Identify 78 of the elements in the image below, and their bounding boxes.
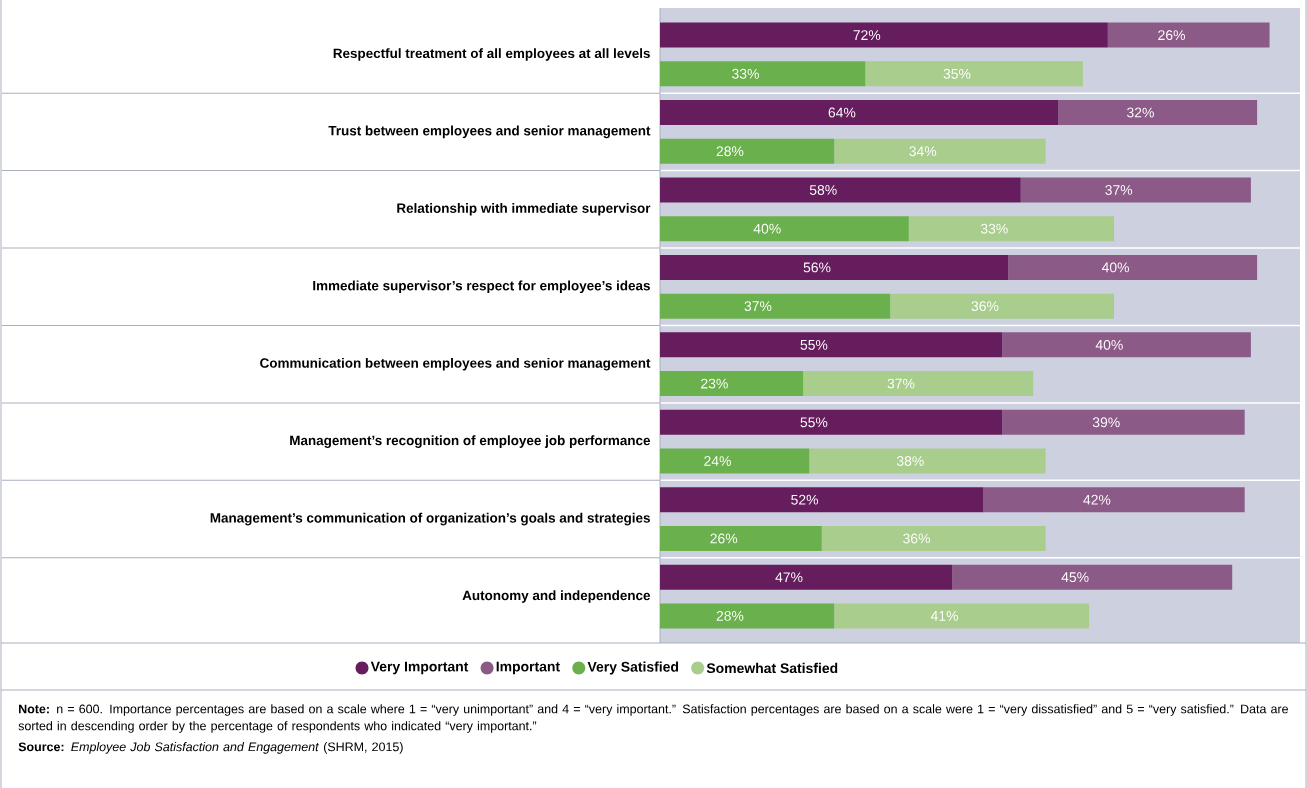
data-label: 72%: [853, 30, 881, 40]
data-label: 32%: [1127, 107, 1154, 118]
bar: [803, 371, 1034, 397]
data-label: 33%: [732, 68, 759, 79]
data-label: 26%: [1158, 30, 1185, 41]
y-tick-label: Trust between employees and senior management: [328, 125, 651, 139]
bar: [660, 409, 1003, 435]
data-label: 28%: [716, 146, 744, 157]
data-label: 64%: [828, 107, 856, 118]
text: Source: Employee Job Satisfaction and Engagement (SHRM, 2015): [18, 742, 403, 754]
bar: [983, 487, 1245, 513]
data-label: 35%: [943, 68, 971, 79]
bar: [660, 448, 810, 474]
data-label: 38%: [896, 456, 924, 466]
y-tick-label: Respectful treatment of all employees at all levels: [333, 48, 650, 61]
bar: [660, 564, 953, 590]
text: Note: n = 600. Importance percentages are based on a scale where 1 = “very unimportant” and 4 = “very important.” Satisfaction percentages are based on a scale were 1 = “very dissatisfied” and 5 = “very satisfied.” Data are sorted in descending order by the percentage of respondents who indicated “very important.”: [18, 704, 1288, 733]
bar: [890, 293, 1115, 319]
bar: [660, 216, 909, 242]
bar: [1107, 22, 1270, 48]
bar: [660, 177, 1021, 203]
bar: [660, 371, 804, 397]
data-label: 37%: [744, 301, 772, 312]
data-label: 56%: [803, 262, 831, 273]
y-tick-label: Communication between employees and senior management: [260, 357, 651, 371]
bar: [952, 564, 1233, 590]
data-label: 37%: [887, 378, 915, 389]
bar: [660, 22, 1108, 48]
bar: [809, 448, 1046, 474]
bar: [660, 61, 866, 87]
data-label: 45%: [1061, 572, 1089, 583]
legend-label: Somewhat Satisfied: [706, 662, 838, 674]
bar: [908, 216, 1115, 242]
bar: [865, 61, 1083, 87]
data-label: 55%: [800, 417, 828, 428]
data-label: 47%: [775, 572, 803, 583]
data-label: 24%: [704, 456, 731, 466]
bar: [1020, 177, 1251, 203]
data-label: 23%: [701, 378, 728, 389]
data-label: 55%: [800, 339, 828, 350]
data-label: 28%: [716, 610, 744, 621]
y-tick-label: Relationship with immediate supervisor: [397, 203, 651, 216]
bar: [660, 293, 891, 319]
data-label: 41%: [930, 611, 958, 621]
data-label: 26%: [710, 533, 738, 544]
legend-label: Important: [496, 661, 560, 675]
y-tick-label: Autonomy and independence: [462, 590, 651, 603]
data-label: 58%: [809, 185, 837, 195]
data-label: 40%: [1095, 339, 1123, 350]
data-label: 33%: [980, 223, 1008, 234]
data-label: 34%: [909, 146, 937, 157]
bar: [1008, 254, 1258, 280]
data-label: 37%: [1105, 185, 1133, 195]
data-label: 36%: [971, 301, 999, 312]
bar: [660, 603, 835, 629]
bar: [660, 138, 835, 164]
data-label: 40%: [753, 223, 781, 234]
y-tick-label: Management’s recognition of employee job performance: [290, 435, 651, 448]
bar: [660, 254, 1009, 280]
bar: [1002, 409, 1245, 435]
y-tick-label: Management’s communication of organization’s goals and strategies: [210, 512, 650, 526]
bar: [660, 525, 822, 551]
data-label: 40%: [1101, 262, 1130, 273]
bar: [660, 487, 984, 513]
bar: [834, 603, 1090, 629]
bar: [660, 100, 1059, 126]
data-label: 52%: [791, 494, 819, 505]
legend-label: Very Satisfied: [587, 661, 679, 675]
bar: [660, 332, 1003, 358]
data-label: 39%: [1092, 417, 1120, 428]
legend-label: Very Important: [370, 661, 469, 675]
data-label: 36%: [903, 533, 930, 544]
bar: [1058, 100, 1258, 126]
bar: [821, 525, 1046, 551]
y-tick-label: Immediate supervisor’s respect for employee’s ideas: [313, 280, 650, 294]
bar: [1002, 332, 1251, 358]
data-label: 42%: [1083, 494, 1111, 505]
bar: [834, 138, 1046, 164]
